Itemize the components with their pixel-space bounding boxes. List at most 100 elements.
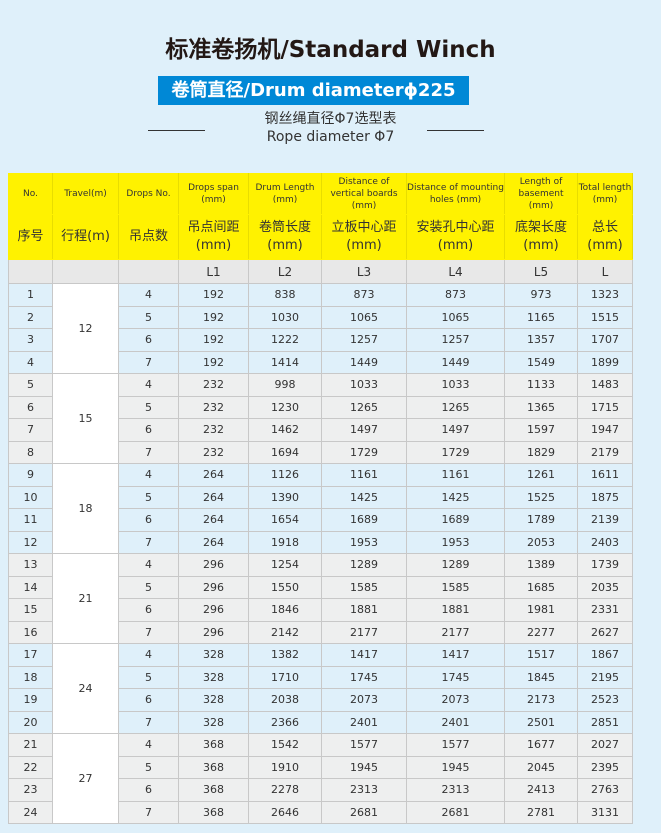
table-cell: 1611 (577, 463, 633, 487)
subtitle-en: Rope diameter Φ7 (266, 129, 395, 145)
table-cell: 1981 (504, 598, 578, 622)
table-cell: 368 (178, 755, 249, 779)
table-cell: 1710 (248, 665, 322, 689)
table-cell: 2278 (248, 778, 322, 802)
table-cell: 2038 (248, 688, 322, 712)
table-cell: 328 (178, 688, 249, 712)
header-cell: No. (8, 173, 53, 215)
table-cell: 1729 (321, 440, 407, 464)
table-cell: 1953 (406, 530, 505, 554)
table-cell: 1689 (406, 508, 505, 532)
table-cell: 1745 (406, 665, 505, 689)
header-cell: 底架长度 (mm) (504, 214, 578, 260)
table-row: 23 6 368 2278 2313 2313 2413 2763 (8, 778, 633, 802)
table-cell: 6 (118, 418, 179, 442)
table-cell: 1585 (406, 575, 505, 599)
table-cell: 4 (118, 283, 179, 307)
table-cell: 2073 (406, 688, 505, 712)
table-cell: 1549 (504, 350, 578, 374)
table-cell: 1945 (406, 755, 505, 779)
table-cell: 2331 (577, 598, 633, 622)
table-cell: 23 (8, 778, 53, 802)
table-cell: 1918 (248, 530, 322, 554)
table-cell: 1517 (504, 643, 578, 667)
table-cell: 192 (178, 283, 249, 307)
header-cell: Distance of vertical boards (mm) (321, 173, 407, 215)
table-cell: 5 (8, 373, 53, 397)
table-cell: 5 (118, 665, 179, 689)
table-cell: 1 (8, 283, 53, 307)
table-cell: 1462 (248, 418, 322, 442)
table-cell: 264 (178, 463, 249, 487)
table-cell: 328 (178, 643, 249, 667)
header-cell: 吊点数 (118, 214, 179, 260)
h3-row: L1 L2 L3 L4 L5 L (8, 259, 633, 284)
drum-diameter-badge: 卷筒直径/Drum diameterϕ225 (158, 76, 469, 105)
table-cell: 12 (8, 530, 53, 554)
table-cell: 973 (504, 283, 578, 307)
table-cell: 1165 (504, 305, 578, 329)
header-cell: L2 (248, 259, 322, 284)
table-cell: 4 (118, 373, 179, 397)
header-cell (118, 259, 179, 284)
table-cell: 232 (178, 395, 249, 419)
table-cell: 1677 (504, 733, 578, 757)
table-cell: 328 (178, 665, 249, 689)
table-row: 15 6 296 1846 1881 1881 1981 2331 (8, 598, 633, 622)
subtitle-cn: 钢丝绳直径Φ7选型表 (264, 111, 397, 127)
table-cell: 232 (178, 373, 249, 397)
table-cell: 1382 (248, 643, 322, 667)
table-cell: 368 (178, 733, 249, 757)
table-row: 21 27 4 368 1542 1577 1577 1677 2027 (8, 733, 633, 824)
h1-row: No. Travel(m) Drops No. Drops span (mm) Drum… (8, 173, 633, 215)
table-cell: 1483 (577, 373, 633, 397)
table-cell: 7 (118, 620, 179, 644)
table-cell: 19 (8, 688, 53, 712)
table-cell: 1254 (248, 553, 322, 577)
table-cell: 1449 (406, 350, 505, 374)
table-cell: 1577 (321, 733, 407, 757)
table-cell: 1577 (406, 733, 505, 757)
table-cell: 5 (118, 485, 179, 509)
table-cell: 1065 (406, 305, 505, 329)
table-cell: 1845 (504, 665, 578, 689)
header-cell: L (577, 259, 633, 284)
table-cell: 1910 (248, 755, 322, 779)
table-cell: 7 (8, 418, 53, 442)
table-cell: 7 (118, 710, 179, 734)
table-cell: 1597 (504, 418, 578, 442)
table-cell: 1414 (248, 350, 322, 374)
table-cell: 1425 (321, 485, 407, 509)
table-cell: 838 (248, 283, 322, 307)
table-row: 22 5 368 1910 1945 1945 2045 2395 (8, 755, 633, 779)
table-cell: 2313 (406, 778, 505, 802)
divider-left (148, 130, 205, 131)
table-cell: 15 (8, 598, 53, 622)
table-row: 11 6 264 1654 1689 1689 1789 2139 (8, 508, 633, 532)
table-cell: 21 (8, 733, 53, 757)
table-cell: 296 (178, 620, 249, 644)
table-cell: 2501 (504, 710, 578, 734)
table-cell: 264 (178, 508, 249, 532)
table-cell: 1257 (406, 328, 505, 352)
table-cell: 7 (118, 530, 179, 554)
table-cell: 2 (8, 305, 53, 329)
table-cell: 232 (178, 418, 249, 442)
table-cell: 2523 (577, 688, 633, 712)
table-cell: 16 (8, 620, 53, 644)
table-cell: 2401 (321, 710, 407, 734)
header-cell (52, 259, 119, 284)
table-cell: 1739 (577, 553, 633, 577)
table-cell: 1789 (504, 508, 578, 532)
table-cell: 7 (118, 440, 179, 464)
header-cell: L4 (406, 259, 505, 284)
table-cell: 2179 (577, 440, 633, 464)
table-cell: 6 (118, 328, 179, 352)
table-cell: 6 (8, 395, 53, 419)
header-cell: Length of basement (mm) (504, 173, 578, 215)
table-cell: 1899 (577, 350, 633, 374)
table-cell: 2395 (577, 755, 633, 779)
header-cell: Distance of mounting holes (mm) (406, 173, 505, 215)
table-cell: 3131 (577, 800, 633, 824)
winch-spec-table: No. Travel(m) Drops No. Drops span (mm) Drum… (8, 173, 633, 824)
